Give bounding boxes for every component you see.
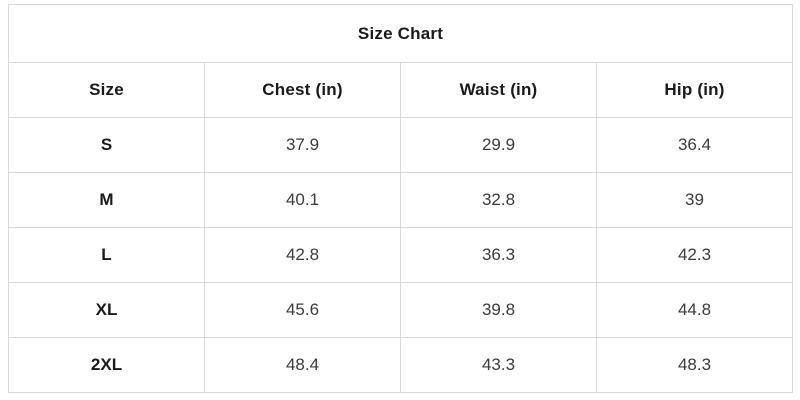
table-row-xl: XL 45.6 39.8 44.8 <box>8 282 793 338</box>
table-row-s: S 37.9 29.9 36.4 <box>8 117 793 173</box>
table-row-l: L 42.8 36.3 42.3 <box>8 227 793 283</box>
hip-value: 48.3 <box>596 337 793 393</box>
chest-value: 48.4 <box>204 337 401 393</box>
chest-value: 40.1 <box>204 172 401 228</box>
hip-value: 39 <box>596 172 793 228</box>
table-row-m: M 40.1 32.8 39 <box>8 172 793 228</box>
page-title: Size Chart <box>8 4 793 63</box>
table-header-row: Size Chest (in) Waist (in) Hip (in) <box>8 62 793 118</box>
table-row-2xl: 2XL 48.4 43.3 48.3 <box>8 337 793 393</box>
waist-value: 36.3 <box>400 227 597 283</box>
size-label: 2XL <box>8 337 205 393</box>
chest-value: 45.6 <box>204 282 401 338</box>
chest-value: 42.8 <box>204 227 401 283</box>
waist-value: 39.8 <box>400 282 597 338</box>
waist-value: 32.8 <box>400 172 597 228</box>
size-label: L <box>8 227 205 283</box>
column-header-size: Size <box>8 62 205 118</box>
size-chart-table: Size Chart Size Chest (in) Waist (in) Hi… <box>8 4 793 393</box>
size-label: S <box>8 117 205 173</box>
column-header-chest: Chest (in) <box>204 62 401 118</box>
chest-value: 37.9 <box>204 117 401 173</box>
waist-value: 29.9 <box>400 117 597 173</box>
hip-value: 42.3 <box>596 227 793 283</box>
column-header-waist: Waist (in) <box>400 62 597 118</box>
title-row: Size Chart <box>8 4 793 63</box>
waist-value: 43.3 <box>400 337 597 393</box>
size-label: M <box>8 172 205 228</box>
hip-value: 44.8 <box>596 282 793 338</box>
hip-value: 36.4 <box>596 117 793 173</box>
size-label: XL <box>8 282 205 338</box>
column-header-hip: Hip (in) <box>596 62 793 118</box>
